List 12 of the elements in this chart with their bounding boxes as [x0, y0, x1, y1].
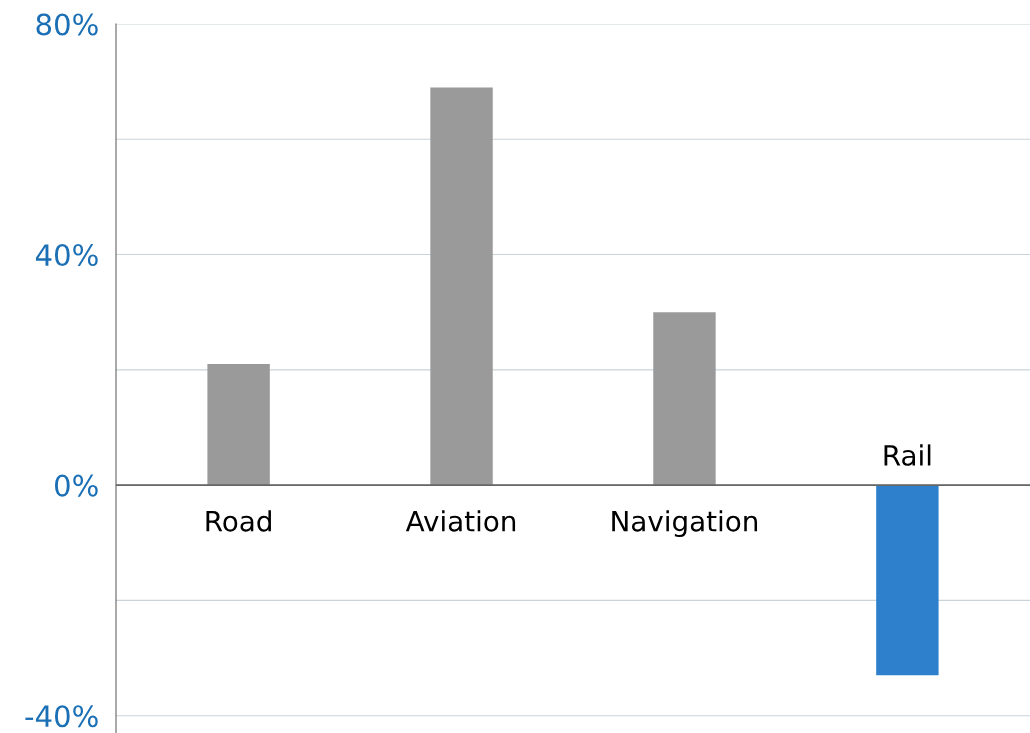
x-tick-label: Navigation: [612, 510, 758, 538]
bar: [876, 485, 939, 676]
y-tick-label: 40%: [35, 244, 98, 267]
x-tick-label: Rail: [884, 444, 931, 466]
y-tick-label: 80%: [36, 13, 98, 36]
bar: [653, 312, 716, 486]
x-tick-label: Road: [206, 510, 271, 532]
bar: [207, 364, 270, 486]
y-tick-label: 0%: [54, 474, 98, 497]
bar: [430, 87, 493, 486]
y-tick-label: -40%: [25, 705, 98, 728]
x-tick-label: Aviation: [405, 510, 516, 532]
